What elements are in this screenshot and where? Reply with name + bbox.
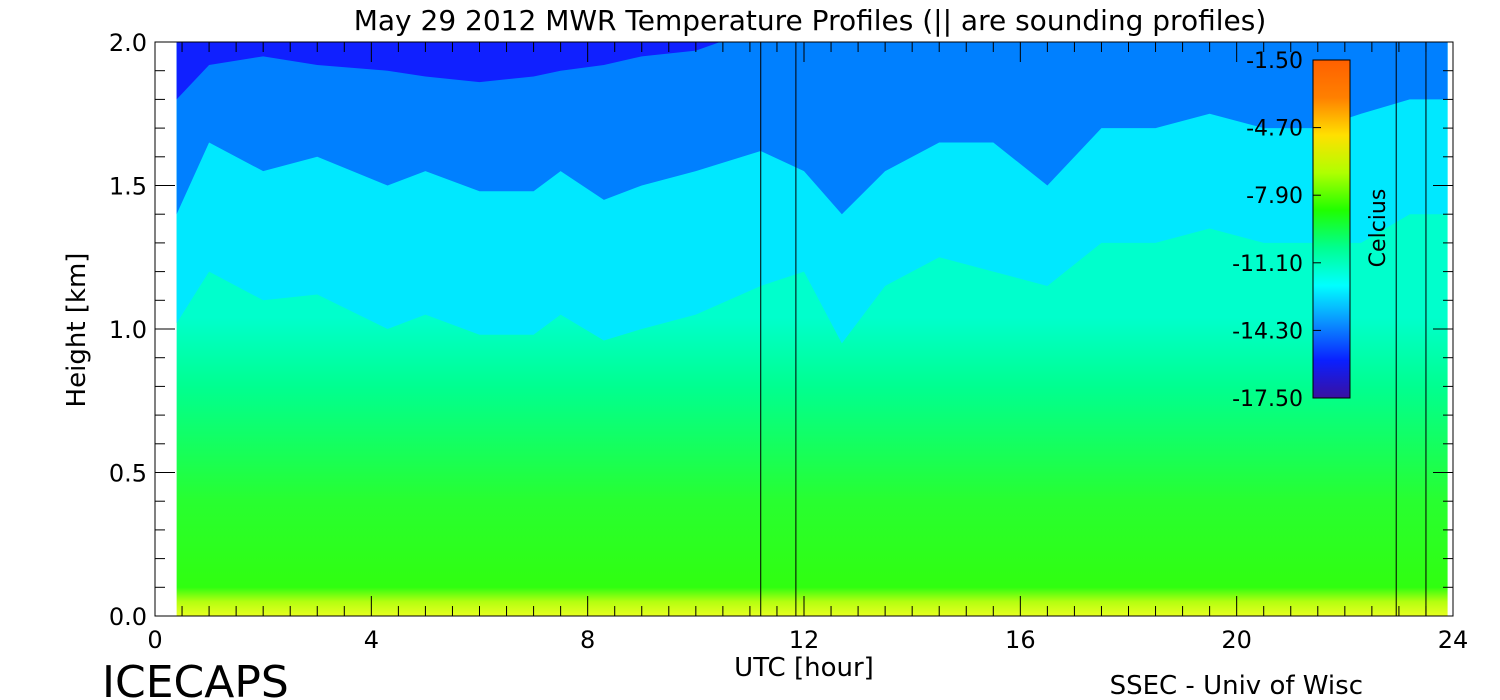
colorbar-tick-label: -11.10 xyxy=(1232,252,1303,277)
y-axis-label: Height [km] xyxy=(62,253,92,408)
y-tick-label: 0.0 xyxy=(109,603,147,631)
sounding-profile-lines xyxy=(760,42,1427,616)
colorbar: -1.50 -4.70 -7.90 -11.10 -14.30 -17.50 Celciu… xyxy=(1232,49,1391,412)
y-tick-label: 0.5 xyxy=(109,460,147,488)
x-tick-label: 20 xyxy=(1221,626,1252,654)
x-tick-label: 12 xyxy=(789,626,820,654)
y-tick-label: 1.0 xyxy=(109,316,147,344)
colorbar-ticks: -1.50 -4.70 -7.90 -11.10 -14.30 -17.50 xyxy=(1232,49,1321,412)
x-axis: 0 4 8 12 16 20 24 xyxy=(147,42,1468,654)
colorbar-gradient xyxy=(1312,59,1351,399)
colorbar-label: Celcius xyxy=(1366,189,1391,268)
y-tick-label: 2.0 xyxy=(109,29,147,57)
y-tick-label: 1.5 xyxy=(109,173,147,201)
x-tick-label: 16 xyxy=(1005,626,1036,654)
y-axis: 0.0 0.5 1.0 1.5 2.0 xyxy=(109,29,1453,631)
colorbar-tick-label: -7.90 xyxy=(1246,184,1303,209)
chart-title: May 29 2012 MWR Temperature Profiles (||… xyxy=(354,4,1267,37)
heatmap-area xyxy=(176,42,1448,616)
x-tick-label: 0 xyxy=(147,626,162,654)
heatmap-band-dark-blue xyxy=(176,42,1448,100)
x-tick-label: 8 xyxy=(580,626,595,654)
heatmap-band-blue xyxy=(176,42,1448,215)
colorbar-tick-label: -4.70 xyxy=(1246,117,1303,142)
footer-left-logo: ICECAPS xyxy=(102,657,289,700)
x-axis-label: UTC [hour] xyxy=(734,653,874,683)
x-tick-label: 24 xyxy=(1438,626,1469,654)
x-tick-label: 4 xyxy=(364,626,379,654)
colorbar-tick-label: -1.50 xyxy=(1246,49,1303,74)
colorbar-tick-label: -17.50 xyxy=(1232,387,1303,412)
footer-right-credit: SSEC - Univ of Wisc xyxy=(1110,671,1363,700)
colorbar-tick-label: -14.30 xyxy=(1232,319,1303,344)
